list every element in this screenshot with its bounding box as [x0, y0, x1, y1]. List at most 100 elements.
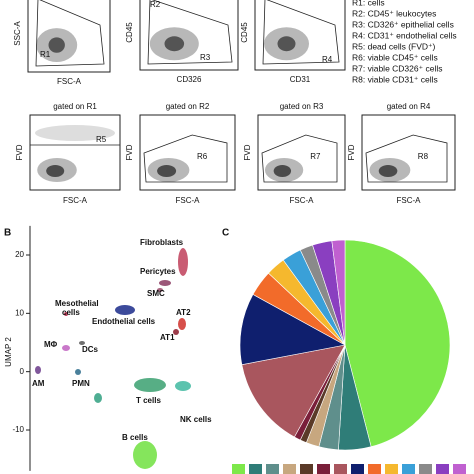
cell-cloud	[157, 288, 163, 292]
legend-swatch	[317, 464, 330, 474]
cell-cloud	[35, 366, 41, 374]
legend-swatch	[385, 464, 398, 474]
cell-cloud	[159, 280, 171, 286]
cell-cloud	[178, 318, 186, 330]
cluster-label: NK cells	[180, 415, 212, 424]
cluster-label: AM	[32, 379, 45, 388]
legend-swatch	[334, 464, 347, 474]
plot-frame	[361, 114, 456, 191]
legend-entry: R6: viable CD45⁺ cells	[352, 52, 438, 62]
x-axis-label: CD326	[177, 75, 202, 84]
legend-swatch	[351, 464, 364, 474]
legend-swatch	[266, 464, 279, 474]
x-axis-label: CD31	[290, 75, 311, 84]
cluster-label: Mesothelial	[55, 299, 99, 308]
plot-title: gated on R3	[280, 102, 324, 111]
x-axis-label: FSC-A	[57, 77, 82, 86]
legend-swatch	[249, 464, 262, 474]
legend-swatch	[283, 464, 296, 474]
cluster-label: MΦ	[44, 340, 58, 349]
pie-slice	[344, 239, 451, 448]
panel-label: C	[222, 228, 229, 239]
pie-slice	[241, 344, 346, 438]
plot-frame	[257, 114, 346, 191]
gate	[262, 0, 340, 65]
y-axis-label: UMAP 2	[4, 337, 13, 367]
region-label: R5	[96, 135, 107, 144]
gate	[365, 134, 448, 183]
legend-entry: R7: viable CD326⁺ cells	[352, 63, 442, 73]
cluster-label: AT2	[176, 308, 191, 317]
cluster-label: B cells	[122, 433, 148, 442]
cell-cloud	[133, 441, 157, 469]
x-axis-label: FSC-A	[176, 196, 201, 205]
cell-cloud	[173, 329, 179, 335]
y-tick-label: -10	[12, 425, 24, 434]
legend-entry: R4: CD31⁺ endothelial cells	[352, 30, 457, 40]
legend-entry: R5: dead cells (FVD⁺)	[352, 41, 436, 51]
gate	[261, 134, 338, 183]
legend-entry: R2: CD45⁺ leukocytes	[352, 8, 436, 18]
cluster-label: T cells	[136, 396, 161, 405]
x-axis-label: FSC-A	[63, 196, 88, 205]
y-axis-label: CD45	[240, 22, 249, 43]
cell-cloud	[94, 393, 102, 403]
plot-frame	[139, 0, 239, 71]
legend-swatch	[232, 464, 245, 474]
cell-cloud	[175, 381, 191, 391]
legend-swatch	[453, 464, 466, 474]
y-axis-label: SSC-A	[13, 21, 22, 46]
y-tick-label: 10	[15, 308, 24, 317]
cluster-label: Fibroblasts	[140, 238, 184, 247]
cell-cloud	[134, 378, 166, 392]
plot-frame	[27, 0, 111, 73]
x-axis-label: FSC-A	[290, 196, 315, 205]
region-label: R3	[200, 53, 211, 62]
cell-cloud	[62, 345, 70, 351]
cell-cloud	[79, 341, 85, 345]
cluster-label: Pericytes	[140, 267, 176, 276]
plot-frame	[29, 114, 121, 191]
cluster-label: DCs	[82, 345, 99, 354]
cell-cloud	[178, 248, 188, 276]
y-axis-label: FVD	[125, 144, 134, 160]
cluster-label: PMN	[72, 379, 90, 388]
cell-cloud	[64, 312, 68, 316]
legend-entry: R1: cells	[352, 0, 385, 7]
gate	[143, 134, 228, 183]
pie-slice	[331, 239, 346, 346]
region-label: R2	[150, 0, 161, 9]
cluster-label: SMC	[147, 289, 165, 298]
legend-swatch	[419, 464, 432, 474]
cell-cloud	[115, 305, 135, 315]
gate	[35, 0, 105, 67]
cell-cloud	[35, 125, 115, 141]
cell-cloud	[164, 36, 185, 52]
cell-cloud	[48, 37, 65, 53]
panel-label: B	[4, 228, 11, 239]
legend-swatch	[402, 464, 415, 474]
legend-swatch	[436, 464, 449, 474]
x-axis-label: FSC-A	[397, 196, 422, 205]
plot-frame	[254, 0, 346, 71]
cell-cloud	[75, 369, 81, 375]
region-label: R4	[322, 55, 333, 64]
cluster-label: AT1	[160, 333, 175, 342]
plot-title: gated on R2	[166, 102, 210, 111]
cell-cloud	[157, 165, 177, 177]
region-label: R1	[40, 50, 51, 59]
legend-entry: R8: viable CD31⁺ cells	[352, 74, 438, 84]
y-axis-label: FVD	[347, 144, 356, 160]
cell-cloud	[46, 165, 65, 177]
cluster-label: cells	[62, 308, 80, 317]
y-tick-label: 0	[20, 367, 25, 376]
legend-swatch	[300, 464, 313, 474]
plot-title: gated on R1	[53, 102, 97, 111]
pie-slice	[239, 294, 346, 366]
cell-cloud	[378, 165, 398, 177]
plot-frame	[139, 114, 236, 191]
cell-cloud	[273, 165, 292, 177]
y-axis-label: FVD	[243, 144, 252, 160]
cell-cloud	[277, 36, 296, 52]
